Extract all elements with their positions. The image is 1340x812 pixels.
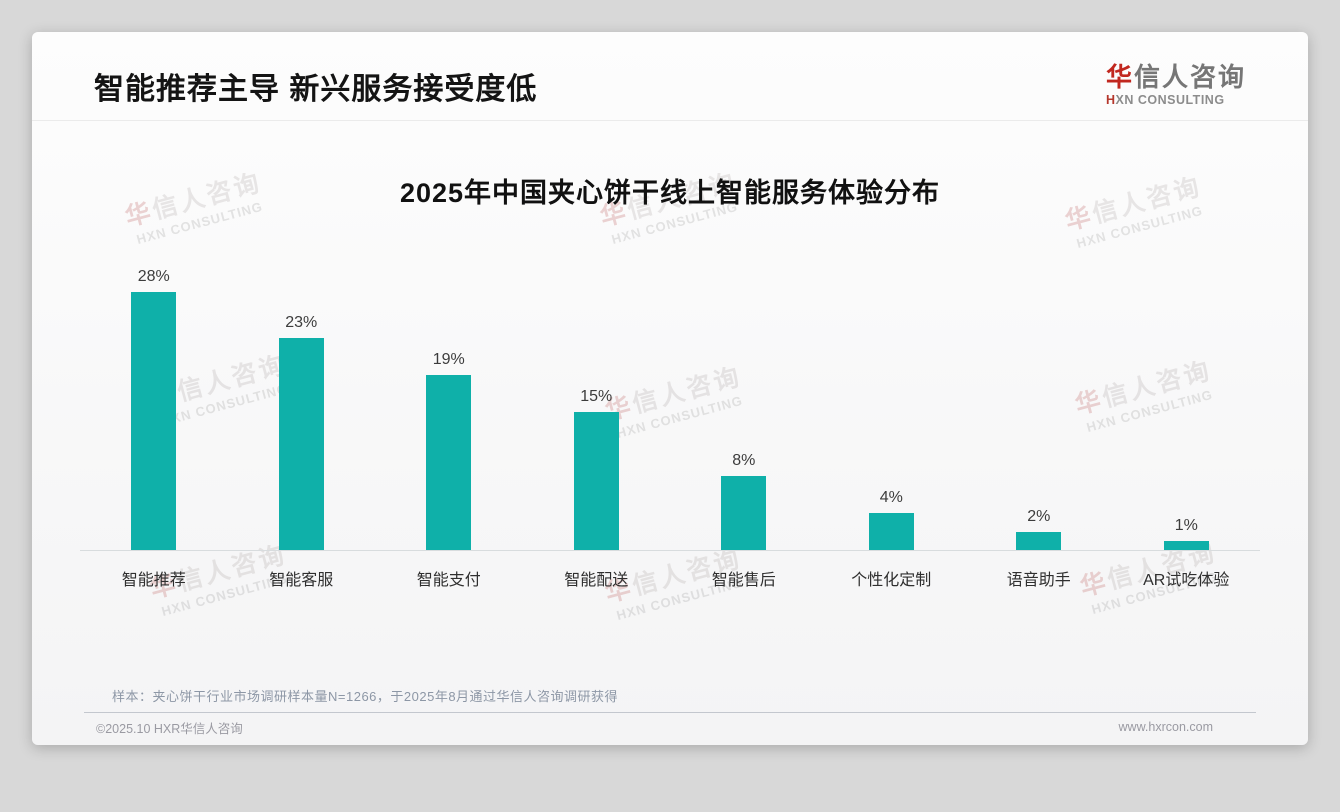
bar xyxy=(1163,541,1209,550)
bar xyxy=(1016,532,1062,550)
bar xyxy=(426,375,472,550)
bar-value-label: 4% xyxy=(879,489,903,506)
bar-value-label: 2% xyxy=(1027,508,1051,525)
bar-column: 8% xyxy=(670,452,818,550)
sample-note: 样本：夹心饼干行业市场调研样本量N=1266，于2025年8月通过华信人咨询调研… xyxy=(112,689,619,704)
page-title: 智能推荐主导 新兴服务接受度低 xyxy=(94,73,538,106)
bar xyxy=(721,476,767,550)
chart-title: 2025年中国夹心饼干线上智能服务体验分布 xyxy=(399,178,941,208)
bar-column: 2% xyxy=(965,508,1113,550)
copyright-text: ©2025.10 HXR华信人咨询 xyxy=(96,721,243,736)
bar-column: 4% xyxy=(818,489,966,550)
report-card: 华信人咨询 HXN CONSULTING 华信人咨询 HXN CONSULTING … xyxy=(32,32,1308,745)
bar-value-label: 1% xyxy=(1174,517,1198,534)
category-label: 智能售后 xyxy=(711,572,776,589)
bar xyxy=(573,412,619,550)
bar-value-label: 8% xyxy=(732,452,756,469)
category-label: 个性化定制 xyxy=(851,572,932,589)
company-logo: 华信人咨询 HXN CONSULTING xyxy=(1106,62,1246,107)
category-label: 智能客服 xyxy=(269,572,334,589)
website-url: www.hxrcon.com xyxy=(1118,720,1213,734)
header: 智能推荐主导 新兴服务接受度低 华信人咨询 HXN CONSULTING xyxy=(32,32,1308,121)
category-label: 智能支付 xyxy=(416,572,481,589)
chart-section: 2025年中国夹心饼干线上智能服务体验分布 28% 23% 19% 15% 8% 4% 2%… xyxy=(32,173,1308,705)
bar-column: 1% xyxy=(1113,517,1261,550)
footer: ©2025.10 HXR华信人咨询 www.hxrcon.com xyxy=(84,712,1256,745)
bar-value-label: 19% xyxy=(432,351,465,368)
bars-row: 28% 23% 19% 15% 8% 4% 2% 1% xyxy=(80,259,1260,551)
category-label: 智能配送 xyxy=(564,572,629,589)
bar-column: 15% xyxy=(523,388,671,550)
category-labels-row: 智能推荐 智能客服 智能支付 智能配送 智能售后 个性化定制 语音助手 AR试吃体验 xyxy=(80,551,1260,590)
bar-column: 19% xyxy=(375,351,523,550)
bar xyxy=(278,338,324,550)
category-label: 语音助手 xyxy=(1006,572,1071,589)
bar-value-label: 23% xyxy=(285,314,318,331)
bar xyxy=(131,292,177,550)
logo-chinese-name: 华信人咨询 xyxy=(1105,62,1246,92)
category-label: AR试吃体验 xyxy=(1143,572,1230,589)
bar-value-label: 28% xyxy=(137,268,170,285)
logo-english-name: HXN CONSULTING xyxy=(1105,93,1225,107)
bar-value-label: 15% xyxy=(580,388,613,405)
bar-column: 23% xyxy=(228,314,376,550)
category-label: 智能推荐 xyxy=(121,572,186,589)
bar xyxy=(868,513,914,550)
bar-column: 28% xyxy=(80,268,228,550)
